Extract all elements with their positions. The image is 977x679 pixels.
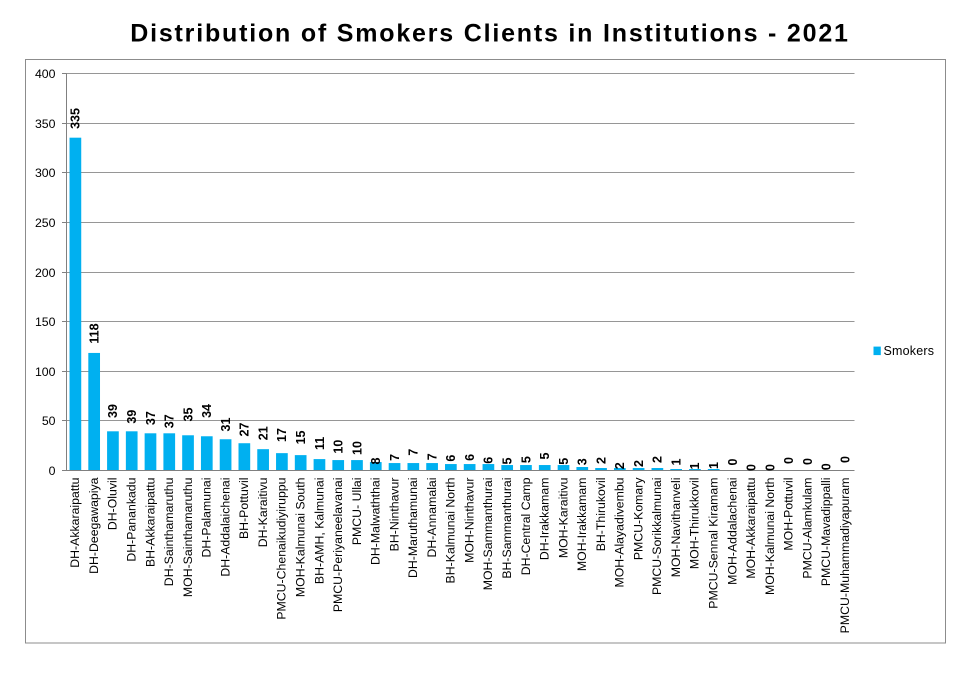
svg-text:MOH-Thirukkovil: MOH-Thirukkovil (688, 478, 702, 570)
svg-text:0: 0 (726, 459, 740, 466)
svg-text:37: 37 (163, 414, 177, 428)
svg-text:DH-Panankadu: DH-Panankadu (125, 477, 139, 561)
svg-text:5: 5 (519, 456, 533, 463)
svg-text:DH-Annamalai: DH-Annamalai (425, 478, 439, 558)
svg-text:6: 6 (482, 457, 496, 464)
svg-text:0: 0 (763, 464, 777, 471)
svg-text:1: 1 (688, 463, 702, 470)
svg-text:PMCU-Periyaneelavanai: PMCU-Periyaneelavanai (331, 478, 345, 613)
svg-text:10: 10 (332, 440, 346, 454)
svg-text:31: 31 (219, 418, 233, 432)
svg-text:0: 0 (820, 463, 834, 470)
svg-text:BH-Thirukovil: BH-Thirukovil (594, 478, 608, 552)
svg-text:1: 1 (707, 462, 721, 469)
svg-text:5: 5 (500, 458, 514, 465)
svg-text:6: 6 (444, 455, 458, 462)
svg-text:PMCU-Komary: PMCU-Komary (631, 477, 645, 561)
svg-text:MOH-Pottuvil: MOH-Pottuvil (782, 478, 796, 551)
svg-text:PMCU-Sennal Kiramam: PMCU-Sennal Kiramam (707, 478, 721, 609)
svg-text:PMCU-Sorikkalmunai: PMCU-Sorikkalmunai (650, 478, 664, 596)
svg-text:BH-Kalmunai North: BH-Kalmunai North (444, 477, 458, 583)
svg-text:DH-Addalaichenai: DH-Addalaichenai (218, 478, 232, 577)
svg-text:39: 39 (106, 404, 120, 418)
svg-text:7: 7 (388, 454, 402, 461)
svg-text:BH-Akkaraipattu: BH-Akkaraipattu (143, 477, 157, 567)
svg-text:MOH-Akkaraipattu: MOH-Akkaraipattu (744, 477, 758, 578)
svg-text:34: 34 (200, 404, 214, 418)
svg-text:118: 118 (87, 323, 101, 343)
svg-text:250: 250 (35, 216, 56, 230)
svg-text:BH-Pottuvil: BH-Pottuvil (237, 478, 251, 540)
svg-text:1: 1 (669, 459, 683, 466)
svg-text:MOH-Addalachenai: MOH-Addalachenai (725, 478, 739, 585)
svg-text:DH-Sainthamaruthu: DH-Sainthamaruthu (162, 477, 176, 586)
svg-text:8: 8 (369, 458, 383, 465)
svg-text:Distribution of Smokers Client: Distribution of Smokers Clients in Insti… (130, 20, 850, 48)
svg-text:300: 300 (35, 166, 56, 180)
svg-text:37: 37 (144, 411, 158, 425)
svg-text:150: 150 (35, 315, 56, 329)
svg-text:335: 335 (69, 108, 83, 129)
svg-text:MOH-Navithanveli: MOH-Navithanveli (669, 478, 683, 578)
svg-text:DH-Irakkamam: DH-Irakkamam (538, 478, 552, 561)
svg-text:DH-Deegawapiya: DH-Deegawapiya (87, 477, 101, 574)
svg-text:17: 17 (275, 428, 289, 442)
svg-text:PMCU-Muhammadiyapuram: PMCU-Muhammadiyapuram (838, 478, 852, 634)
svg-text:BH-Ninthavur: BH-Ninthavur (387, 478, 401, 552)
svg-text:2: 2 (632, 460, 646, 467)
svg-text:100: 100 (35, 365, 56, 379)
svg-text:MOH-Sammanthurai: MOH-Sammanthurai (481, 478, 495, 591)
svg-text:MOH-Ninthavur: MOH-Ninthavur (462, 478, 476, 563)
svg-text:0: 0 (801, 458, 815, 465)
svg-text:0: 0 (838, 456, 852, 463)
svg-text:DH-Central Camp: DH-Central Camp (519, 477, 533, 575)
svg-text:7: 7 (407, 449, 421, 456)
svg-text:MOH-Alayadivembu: MOH-Alayadivembu (613, 477, 627, 587)
svg-text:27: 27 (238, 423, 252, 437)
svg-text:35: 35 (181, 408, 195, 422)
svg-text:2: 2 (594, 457, 608, 464)
svg-text:3: 3 (576, 458, 590, 465)
svg-text:MOH-Sainthamaruthu: MOH-Sainthamaruthu (181, 477, 195, 597)
svg-text:200: 200 (35, 266, 56, 280)
svg-text:PMCU- Ullai: PMCU- Ullai (350, 478, 364, 546)
svg-text:7: 7 (425, 453, 439, 460)
svg-text:11: 11 (313, 437, 327, 450)
svg-text:MOH-Kalmunai North: MOH-Kalmunai North (763, 477, 777, 595)
svg-text:DH-Oluvil: DH-Oluvil (106, 478, 120, 531)
svg-text:Smokers: Smokers (884, 344, 935, 358)
svg-text:2: 2 (651, 456, 665, 463)
svg-text:2: 2 (613, 462, 627, 469)
svg-text:PMCU-Mavadippalli: PMCU-Mavadippalli (819, 478, 833, 587)
svg-text:MOH-Kalmunai South: MOH-Kalmunai South (293, 477, 307, 597)
svg-text:BH-AMH, Kalmunai: BH-AMH, Kalmunai (312, 478, 326, 585)
svg-text:10: 10 (350, 441, 364, 455)
svg-text:DH-Maruthamunai: DH-Maruthamunai (406, 478, 420, 578)
svg-text:0: 0 (745, 464, 759, 471)
svg-text:PMCU-Alamkulam: PMCU-Alamkulam (800, 478, 814, 579)
svg-text:PMCU-Chenaikudiyiruppu: PMCU-Chenaikudiyiruppu (275, 477, 289, 619)
svg-text:DH-Akkaraipattu: DH-Akkaraipattu (68, 477, 82, 567)
svg-text:0: 0 (49, 464, 56, 478)
svg-text:DH-Palamunai: DH-Palamunai (200, 478, 214, 558)
svg-text:MOH-Karaitivu: MOH-Karaitivu (556, 477, 570, 558)
svg-text:39: 39 (125, 410, 139, 424)
svg-text:0: 0 (782, 457, 796, 464)
svg-text:5: 5 (557, 458, 571, 465)
svg-text:50: 50 (42, 414, 56, 428)
svg-text:15: 15 (294, 430, 308, 444)
svg-text:DH-Malwaththai: DH-Malwaththai (369, 478, 383, 565)
svg-text:350: 350 (35, 117, 56, 131)
svg-text:MOH-Irakkamam: MOH-Irakkamam (575, 478, 589, 572)
svg-text:5: 5 (538, 453, 552, 460)
svg-text:BH-Sammanthurai: BH-Sammanthurai (500, 478, 514, 579)
svg-text:400: 400 (35, 67, 56, 81)
svg-text:21: 21 (256, 426, 270, 440)
svg-text:6: 6 (463, 454, 477, 461)
svg-text:DH-Karaitivu: DH-Karaitivu (256, 477, 270, 547)
